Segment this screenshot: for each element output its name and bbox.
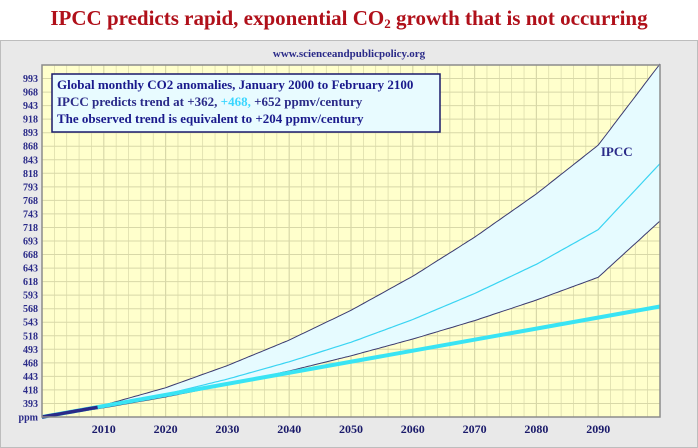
x-tick-label: 2020	[154, 422, 178, 436]
x-tick-label: 2080	[524, 422, 548, 436]
x-tick-label: 2030	[215, 422, 239, 436]
y-tick-label: 843	[23, 155, 38, 166]
x-tick-label: 2010	[92, 422, 116, 436]
legend-line-segment: The observed trend is equivalent to +204…	[57, 111, 364, 126]
legend-line-segment: Global monthly CO2 anomalies, January 20…	[57, 77, 413, 92]
y-tick-label: 643	[23, 264, 38, 275]
y-tick-label: 393	[23, 399, 38, 410]
y-tick-label: 443	[23, 372, 38, 383]
legend-line: Global monthly CO2 anomalies, January 20…	[57, 77, 413, 92]
x-tick-label: 2040	[277, 422, 301, 436]
co2-chart: www.scienceandpublicpolicy.org 393 418 443…	[0, 40, 698, 448]
y-tick-label: 718	[23, 223, 38, 234]
ipcc-fan-band	[42, 63, 660, 418]
headline-prefix: IPCC predicts rapid, exponential CO	[50, 6, 385, 30]
observed-data-line	[41, 405, 98, 419]
legend-line-segment: IPCC predicts trend at +362,	[57, 94, 221, 109]
y-tick-label: 668	[23, 250, 38, 261]
ipcc-upper-line	[41, 63, 661, 418]
y-tick-label: 593	[23, 291, 38, 302]
observed-trend-line	[41, 304, 661, 419]
source-label: www.scienceandpublicpolicy.org	[273, 48, 426, 60]
legend-line: The observed trend is equivalent to +204…	[57, 111, 364, 126]
y-tick-label: 693	[23, 237, 38, 248]
headline-subscript: 2	[384, 16, 391, 31]
x-tick-label: 2050	[339, 422, 363, 436]
y-tick-label: 518	[23, 331, 38, 342]
y-tick-label: 893	[23, 128, 38, 139]
headline-suffix: growth that is not occurring	[390, 6, 648, 30]
y-tick-label: 418	[23, 385, 38, 396]
legend-line-segment: +468,	[221, 94, 251, 109]
legend-line: IPCC predicts trend at +362, +468, +652 …	[57, 94, 363, 109]
y-tick-label: 868	[23, 142, 38, 153]
y-tick-label: 943	[23, 101, 38, 112]
plot-border	[41, 64, 661, 418]
x-tick-label: 2090	[586, 422, 610, 436]
y-tick-label: 918	[23, 115, 38, 126]
plot-area: 393 418 443 468 493 518 543 568 593 618 643 668 693 7…	[19, 63, 661, 436]
y-tick-label: 768	[23, 196, 38, 207]
y-tick-label: 618	[23, 277, 38, 288]
ipcc-annotation: IPCC	[601, 144, 633, 159]
y-tick-label: 568	[23, 304, 38, 315]
y-tick-label: 743	[23, 209, 38, 220]
x-tick-label: 2060	[401, 422, 425, 436]
y-axis-label: ppm	[19, 413, 39, 424]
y-tick-label: 543	[23, 318, 38, 329]
legend-line-segment: +652 ppmv/century	[251, 94, 363, 109]
y-tick-label: 493	[23, 345, 38, 356]
legend-box: Global monthly CO2 anomalies, January 20…	[51, 73, 441, 133]
y-tick-label: 993	[23, 74, 38, 85]
y-tick-label: 968	[23, 88, 38, 99]
x-tick-label: 2070	[463, 422, 487, 436]
chart-headline: IPCC predicts rapid, exponential CO2 gro…	[0, 6, 698, 32]
y-tick-label: 793	[23, 182, 38, 193]
y-tick-label: 818	[23, 169, 38, 180]
legend-background	[51, 73, 441, 133]
y-tick-label: 468	[23, 358, 38, 369]
